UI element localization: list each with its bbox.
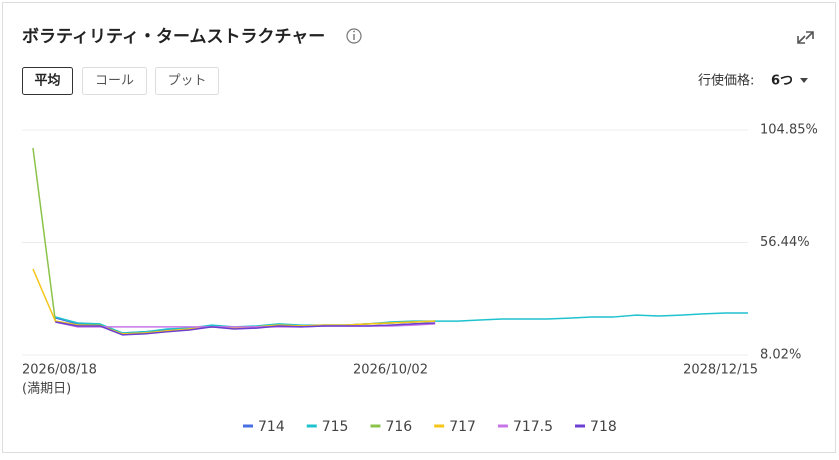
y-tick-label: 56.44% [760, 235, 810, 250]
widget-title: ボラティリティ・タームストラクチャー [22, 27, 325, 47]
series-line [55, 321, 436, 336]
legend-item[interactable]: 717 [434, 419, 476, 435]
legend-label: 714 [258, 419, 285, 435]
legend-label: 715 [322, 419, 349, 435]
x-tick-label: 2026/08/18 [22, 363, 97, 378]
button-frame[interactable] [155, 67, 219, 95]
y-tick-label: 104.85% [760, 123, 818, 138]
legend-item[interactable]: 716 [370, 419, 412, 435]
plot: 8.02% 56.44% 104.85% 2026/08/18 (満期日) 2026/10… [22, 123, 818, 435]
legend-item[interactable]: 715 [306, 419, 349, 435]
mode-buttons: 平均 コール プット [22, 67, 219, 95]
legend-label: 717.5 [513, 419, 553, 435]
button[interactable]: プット [167, 74, 206, 89]
strike-dropdown[interactable]: 6つ [771, 74, 793, 89]
button[interactable]: コール [95, 74, 134, 89]
x-label-note: (満期日) [22, 382, 71, 397]
legend-item[interactable]: 714 [243, 419, 285, 435]
x-tick-label: 2028/12/15 [683, 363, 758, 378]
x-tick-label: 2026/10/02 [353, 363, 428, 378]
legend-label: 717 [449, 419, 476, 435]
button-frame[interactable] [82, 67, 147, 95]
button[interactable]: 平均 [34, 73, 60, 89]
legend-item[interactable]: 717.5 [497, 419, 553, 435]
strike-label: 行使価格: [698, 73, 754, 89]
series-line [55, 312, 748, 334]
legend-label: 718 [590, 419, 617, 435]
legend-item[interactable]: 718 [575, 419, 617, 435]
y-tick-label: 8.02% [760, 348, 801, 363]
expand-icon[interactable] [797, 31, 814, 44]
info-icon[interactable] [346, 28, 362, 44]
button-frame[interactable] [22, 67, 73, 95]
legend-label: 716 [385, 419, 412, 435]
dropdown-arrow[interactable] [800, 78, 808, 83]
